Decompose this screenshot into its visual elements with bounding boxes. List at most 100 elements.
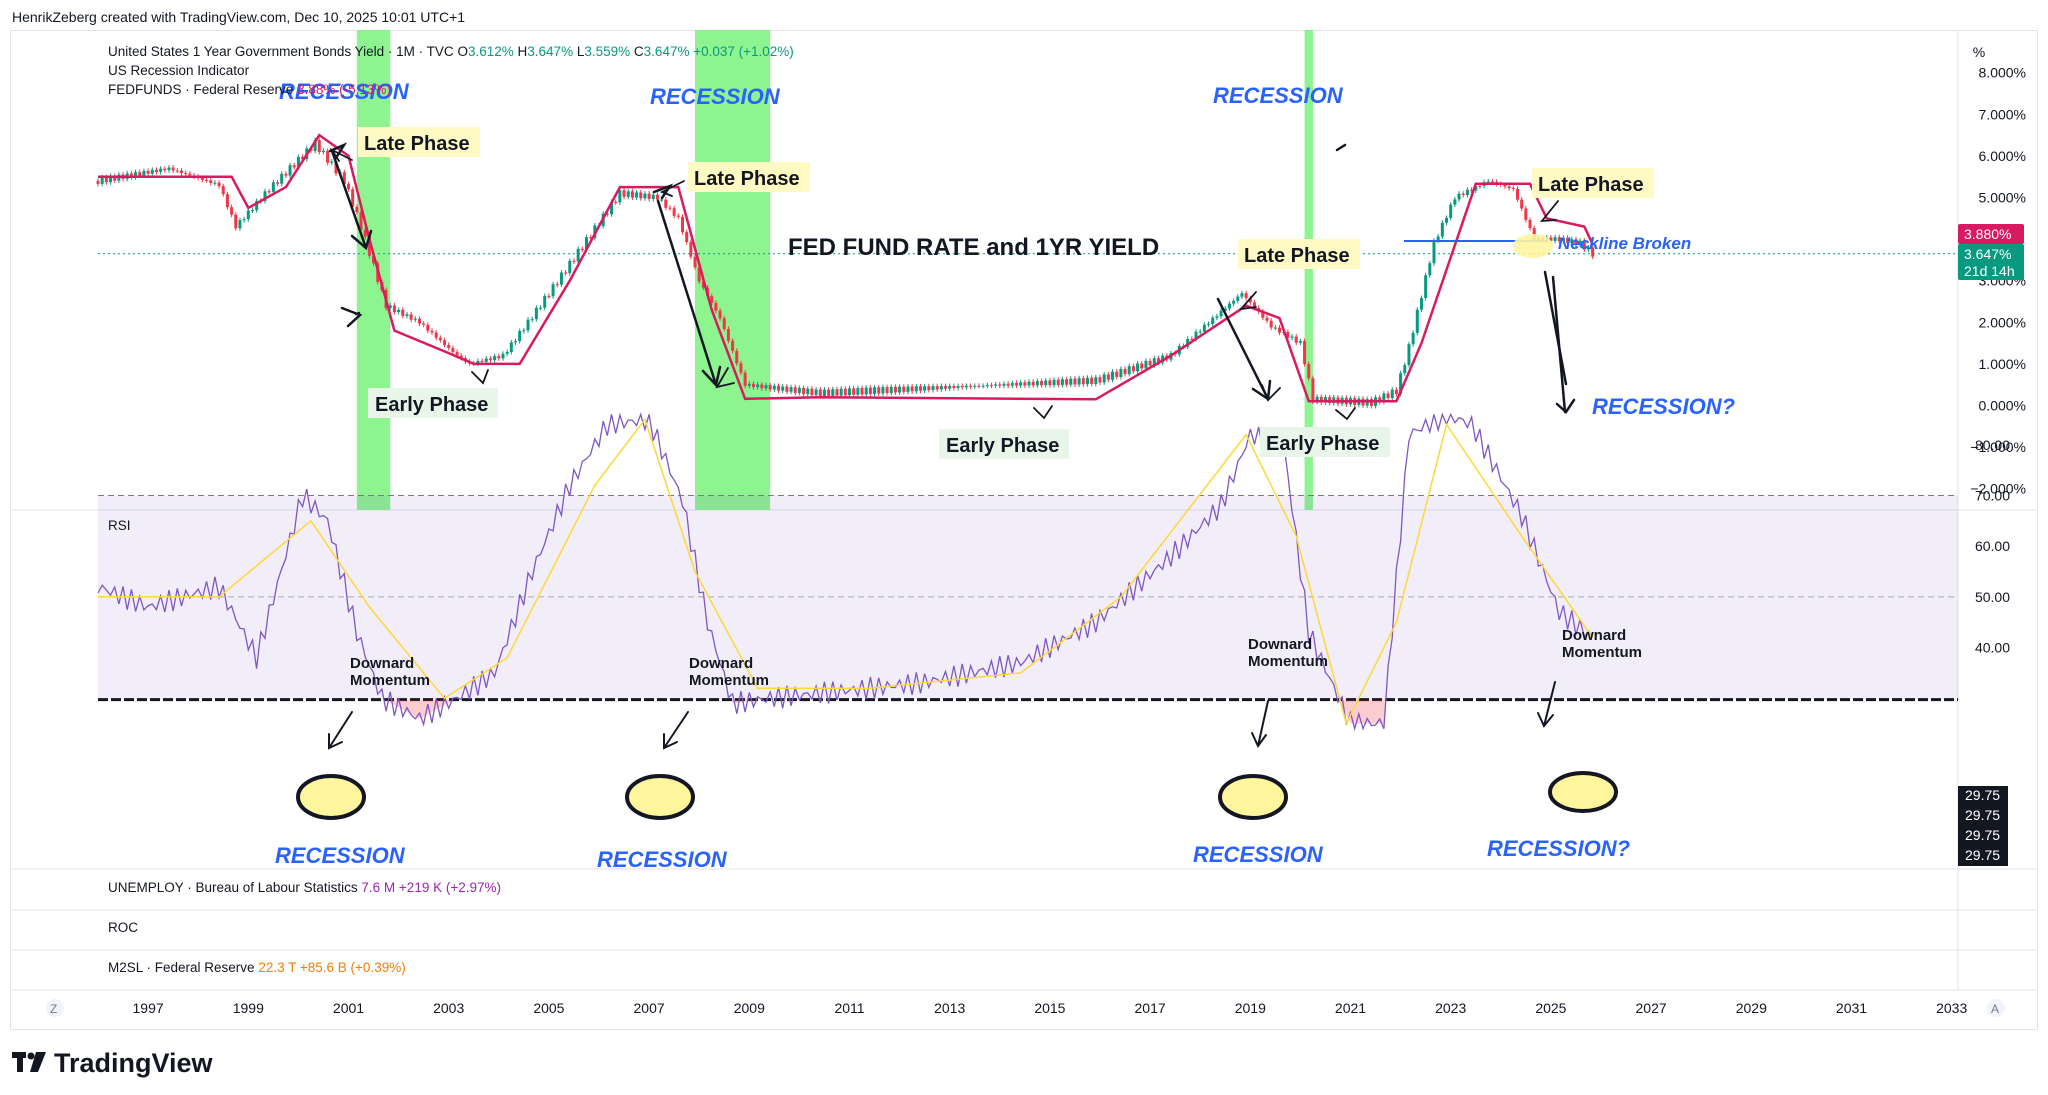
time-axis-right-button-label: A [1991, 1002, 1999, 1016]
yield-candle [881, 387, 885, 394]
yield-candle [184, 172, 188, 174]
yield-candle [914, 386, 918, 392]
recession-band [1304, 30, 1313, 510]
annotation-arrows [328, 142, 1576, 414]
rsi-axis-tick: 40.00 [1975, 640, 2010, 656]
yield-candle [1152, 358, 1156, 366]
yield-candle [405, 314, 409, 316]
yield-candle [1081, 378, 1085, 385]
yield-candle [1065, 379, 1069, 385]
yield-candle [209, 180, 213, 184]
unemploy-legend[interactable]: UNEMPLOY · Bureau of Labour Statistics 7… [108, 880, 501, 895]
yield-candle [1006, 383, 1010, 386]
yield-candle [918, 386, 922, 391]
yield-candle [923, 386, 927, 391]
phase-label-bg [1260, 427, 1390, 457]
yield-candle [643, 193, 647, 199]
chart-legend: United States 1 Year Government Bonds Yi… [108, 42, 794, 99]
time-axis-left-button-label: Z [50, 1002, 57, 1016]
percent-scale-button[interactable]: % [1972, 44, 1986, 60]
symbol-legend-row[interactable]: United States 1 Year Government Bonds Yi… [108, 42, 794, 61]
yield-candle [751, 383, 755, 388]
time-axis-tick: 2023 [1435, 1000, 1466, 1016]
time-axis-tick: 2007 [634, 1000, 665, 1016]
yield-candle [873, 387, 877, 394]
yield-candle [714, 302, 718, 311]
phase-label-bg [1238, 239, 1360, 269]
yield-candle [1136, 363, 1140, 372]
yield-candle [1244, 293, 1248, 299]
annotations: FED FUND RATE and 1YR YIELD RECESSION RE… [275, 79, 1735, 872]
yield-candle [301, 156, 305, 160]
yield-candle [430, 330, 434, 333]
yield-candle [860, 388, 864, 395]
yield-candle [1390, 389, 1394, 399]
fedfunds-value: 3.88% (-5.13%) [297, 82, 391, 97]
yield-candle [906, 386, 910, 392]
yield-candle [701, 281, 705, 288]
fedfunds-price-tag [1958, 224, 2024, 244]
yield-candle [756, 384, 760, 388]
momentum-label: Downard [1562, 627, 1626, 644]
yield-candle [555, 284, 559, 286]
yield-candle [735, 350, 739, 364]
yield-candle [459, 355, 463, 359]
yield-candle [522, 330, 526, 332]
yield-candle [1232, 300, 1236, 304]
rsi-level-text: 29.75 [1965, 847, 2000, 863]
recession-label-2020: RECESSION [1213, 83, 1344, 108]
time-axis-right-button[interactable] [1987, 999, 2005, 1017]
time-axis-left-button[interactable] [46, 999, 64, 1017]
momentum-label: Momentum [350, 672, 430, 689]
yield-candle [1478, 185, 1482, 187]
yield-candle [885, 387, 889, 393]
rsi-legend[interactable]: RSI [108, 518, 131, 533]
recession-label-2008: RECESSION [650, 84, 781, 109]
yield-candle [1399, 373, 1403, 395]
yield-candle [731, 340, 735, 351]
yield-candle [1111, 371, 1115, 380]
recession-question-label: RECESSION? [1592, 394, 1735, 419]
yield-candle [1186, 338, 1190, 347]
yield-candle [1060, 379, 1064, 385]
yield-candle [743, 372, 747, 386]
yield-candle [994, 384, 998, 386]
phase-label-bg [368, 388, 498, 418]
rsi-axis-tick: 70.00 [1975, 488, 2010, 504]
indicator-legend-row[interactable]: US Recession Indicator [108, 61, 794, 80]
yield-candle [246, 210, 250, 220]
high-label: H [517, 44, 528, 59]
yield-candle [1419, 298, 1423, 310]
yield-candle [960, 385, 964, 388]
tradingview-logo[interactable]: TradingView [12, 1046, 213, 1080]
yield-candle [856, 388, 860, 395]
yield-candle [438, 337, 442, 341]
roc-legend[interactable]: ROC [108, 920, 138, 935]
yield-candle [1236, 296, 1240, 301]
yield-candle [935, 386, 939, 390]
yield-candle [284, 173, 288, 176]
yield-candle [977, 385, 981, 387]
yield-candle [722, 318, 726, 329]
yield-candle [969, 385, 973, 387]
m2sl-value: 22.3 T [258, 960, 297, 975]
fedfunds-legend-row[interactable]: FEDFUNDS · Federal Reserve 3.88% (-5.13%… [108, 80, 794, 99]
yield-candle [902, 386, 906, 392]
yield-candle [1207, 323, 1211, 325]
oversold-highlights [296, 771, 1618, 820]
m2sl-legend[interactable]: M2SL · Federal Reserve 22.3 T +85.6 B (+… [108, 960, 406, 975]
yield-candle [989, 385, 993, 387]
yield-candle [797, 387, 801, 393]
early-phase-label: Early Phase [946, 435, 1059, 457]
yield-candle [1486, 181, 1490, 183]
yield-candle [1148, 360, 1152, 366]
yield-candle [1073, 378, 1077, 385]
yield-candle [547, 296, 551, 298]
momentum-label: Momentum [689, 672, 769, 689]
yield-candle [530, 319, 534, 321]
yield-candle [718, 310, 722, 319]
yield-candle [1566, 237, 1570, 244]
high-value: 3.647% [527, 44, 574, 59]
yield-candle [1303, 340, 1307, 365]
